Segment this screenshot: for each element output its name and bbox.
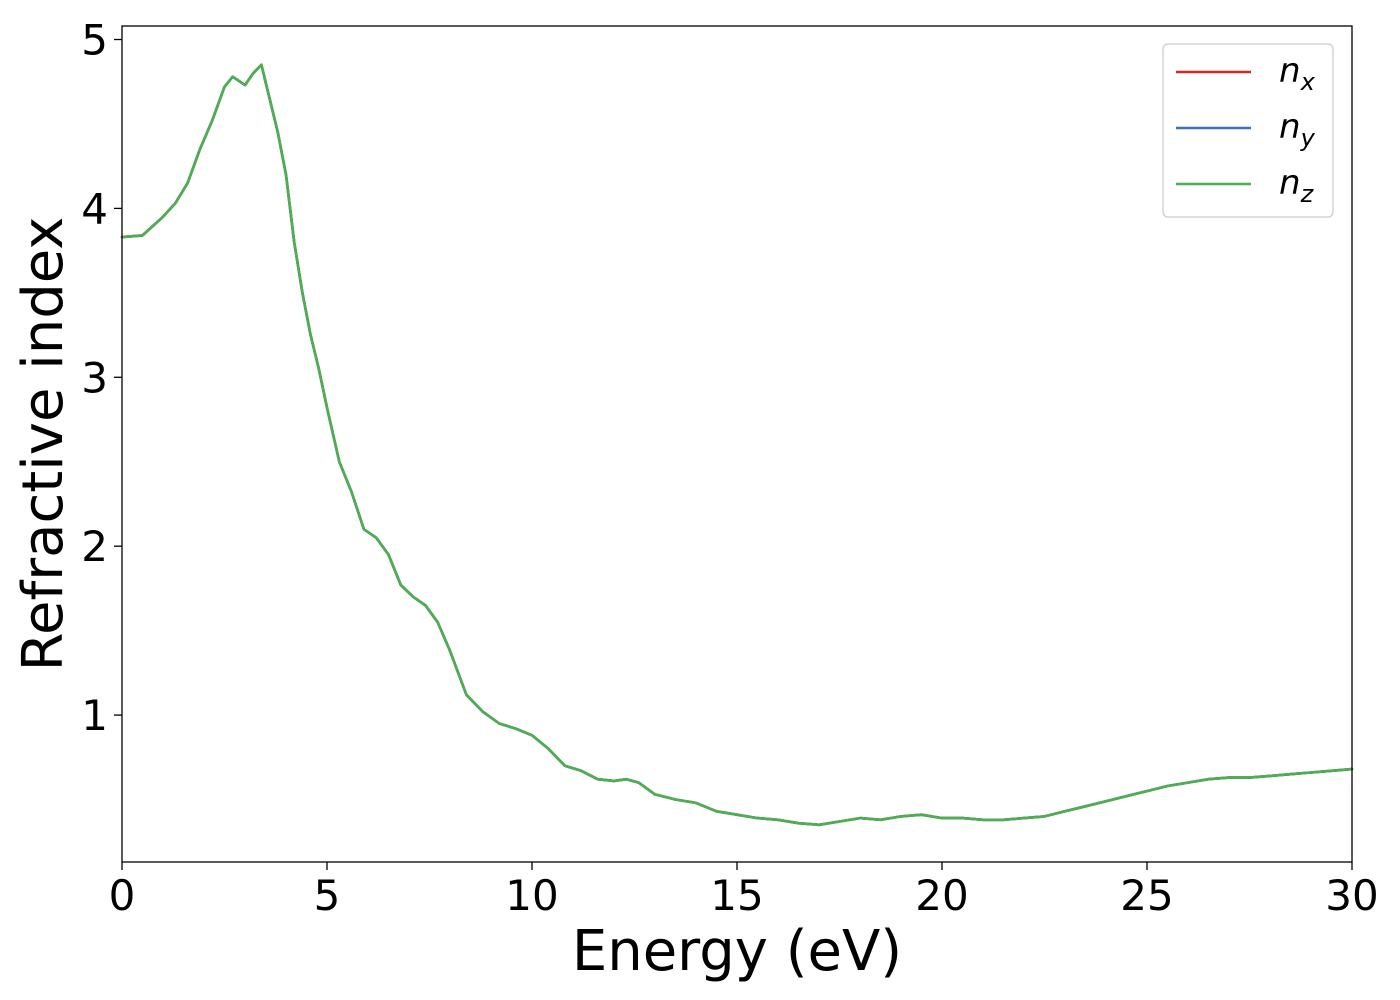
y-tick-label: 4: [81, 184, 108, 233]
legend-label-nz: nz: [1279, 163, 1315, 208]
y-axis: 1 2 3 4 5: [81, 16, 122, 740]
legend-label-nx: nx: [1279, 51, 1316, 96]
y-tick-label: 2: [81, 522, 108, 571]
series-line-nz: [120, 63, 1354, 827]
x-tick-label: 5: [314, 871, 341, 920]
legend-label-ny: ny: [1279, 107, 1316, 152]
y-tick-label: 3: [81, 353, 108, 402]
x-tick-label: 0: [109, 871, 136, 920]
legend-box: [1162, 43, 1334, 218]
x-tick-label: 20: [915, 871, 968, 920]
legend: nx ny nz: [1162, 43, 1334, 218]
x-tick-label: 15: [710, 871, 763, 920]
x-axis-title: Energy (eV): [572, 919, 902, 984]
y-tick-label: 5: [81, 16, 108, 65]
y-tick-label: 1: [81, 691, 108, 740]
x-tick-label: 10: [505, 871, 558, 920]
x-axis: 0 5 10 15 20 25 30: [109, 862, 1379, 920]
series-layer: [120, 63, 1354, 827]
x-tick-label: 30: [1325, 871, 1378, 920]
x-tick-label: 25: [1120, 871, 1173, 920]
y-axis-title: Refractive index: [11, 217, 76, 672]
